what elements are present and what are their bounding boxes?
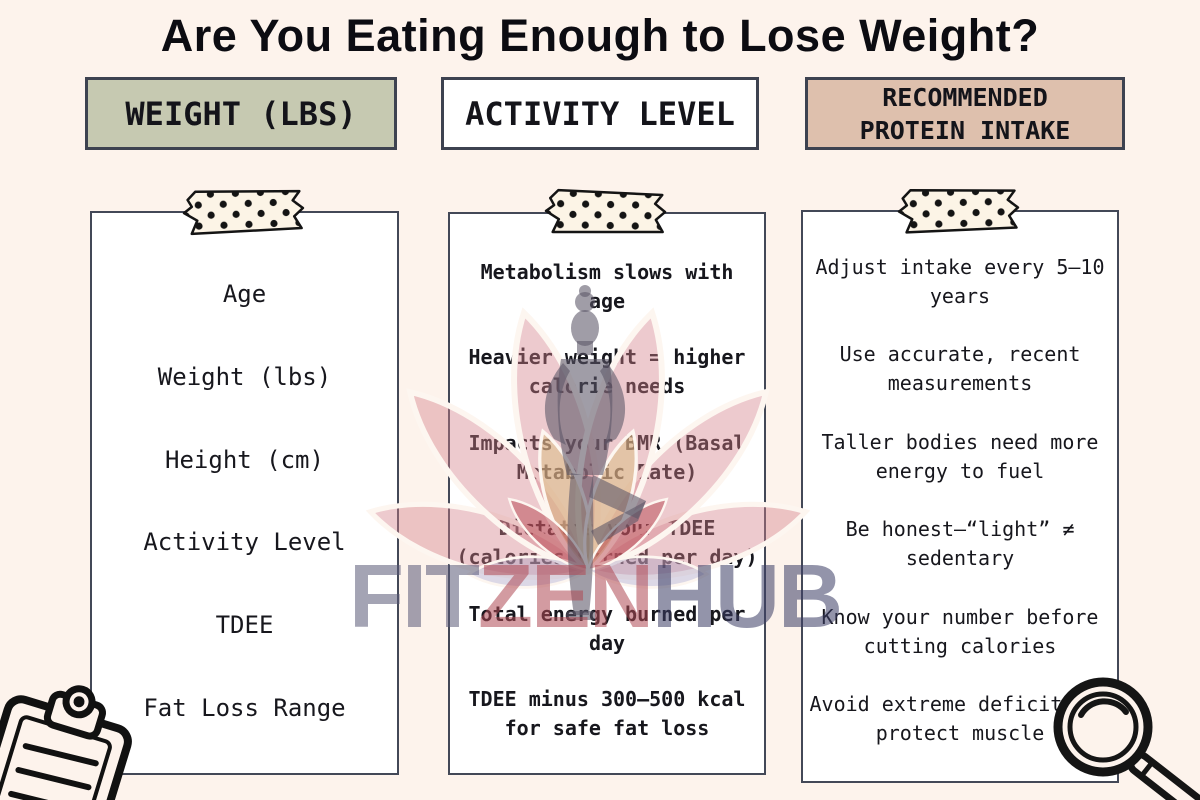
page-title: Are You Eating Enough to Lose Weight? bbox=[160, 10, 1040, 61]
info-item: Activity Level bbox=[143, 528, 346, 557]
info-item: Metabolism slows with age bbox=[480, 259, 734, 313]
header-line: PROTEIN INTAKE bbox=[859, 115, 1071, 145]
column-header-protein-intake: RECOMMENDED PROTEIN INTAKE bbox=[805, 77, 1125, 150]
header-line: WEIGHT (LBS) bbox=[125, 94, 357, 133]
card-activity-facts: Metabolism slows with age Heavier weight … bbox=[448, 188, 766, 775]
column-header-activity-level: ACTIVITY LEVEL bbox=[441, 77, 759, 150]
info-item: Be honest—“light” ≠ sedentary bbox=[845, 517, 1075, 571]
info-item: Total energy burned per day bbox=[468, 601, 746, 655]
card-items: Age Weight (lbs) Height (cm) Activity Le… bbox=[92, 213, 397, 773]
info-item: Know your number before cutting calories bbox=[821, 604, 1099, 658]
info-item: Dictates your TDEE (calories burned per d… bbox=[456, 516, 758, 570]
info-item: Taller bodies need more energy to fuel bbox=[821, 429, 1099, 483]
info-item: Weight (lbs) bbox=[157, 362, 332, 391]
magnifier-icon bbox=[1053, 677, 1200, 800]
card-weight-factors: Age Weight (lbs) Height (cm) Activity Le… bbox=[90, 189, 399, 775]
column-header-weight: WEIGHT (LBS) bbox=[85, 77, 397, 150]
info-item: TDEE bbox=[215, 610, 274, 639]
washi-tape-icon bbox=[182, 189, 304, 236]
info-item: TDEE minus 300–500 kcal for safe fat loss bbox=[468, 687, 746, 741]
washi-tape-icon bbox=[897, 189, 1020, 234]
info-item: Height (cm) bbox=[165, 445, 324, 474]
info-item: Adjust intake every 5–10 years bbox=[815, 254, 1105, 308]
info-item: Heavier weight = higher calorie needs bbox=[468, 345, 746, 399]
washi-tape-icon bbox=[544, 188, 667, 234]
info-item: Use accurate, recent measurements bbox=[839, 342, 1081, 396]
clipboard-icon bbox=[0, 685, 132, 800]
header-line: ACTIVITY LEVEL bbox=[465, 94, 735, 133]
info-item: Age bbox=[222, 280, 267, 309]
card-items: Adjust intake every 5–10 years Use accura… bbox=[803, 212, 1117, 781]
card-protein-tips: Adjust intake every 5–10 years Use accura… bbox=[801, 189, 1119, 783]
header-line: RECOMMENDED bbox=[882, 82, 1048, 112]
info-item: Fat Loss Range bbox=[143, 693, 346, 722]
card-items: Metabolism slows with age Heavier weight … bbox=[450, 214, 764, 773]
info-item: Impacts your BMR (Basal Metabolic Rate) bbox=[468, 430, 746, 484]
